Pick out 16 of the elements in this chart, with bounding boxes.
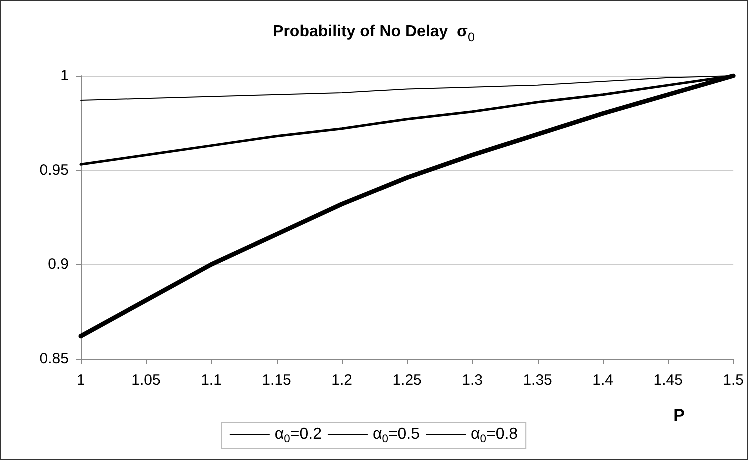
x-tick-label: 1.05 xyxy=(132,372,161,389)
x-tick-label: 1.25 xyxy=(392,372,422,389)
y-tick-label: 1 xyxy=(60,68,69,84)
x-tick-label: 1.3 xyxy=(462,372,483,389)
x-axis-title: P xyxy=(674,406,685,425)
x-tick-label: 1.35 xyxy=(523,372,552,389)
x-tick-label: 1.4 xyxy=(592,372,614,389)
y-tick-label: 0.85 xyxy=(40,350,69,368)
x-tick-label: 1 xyxy=(76,372,86,389)
x-tick-label: 1.45 xyxy=(654,372,683,389)
x-tick-label: 1.2 xyxy=(332,372,352,389)
x-tick-label: 1.15 xyxy=(262,372,292,389)
x-tick-label: 1.1 xyxy=(201,372,222,389)
y-tick-label: 0.9 xyxy=(48,256,69,274)
y-tick-label: 0.95 xyxy=(40,162,69,179)
x-tick-label: 1.5 xyxy=(723,372,744,389)
